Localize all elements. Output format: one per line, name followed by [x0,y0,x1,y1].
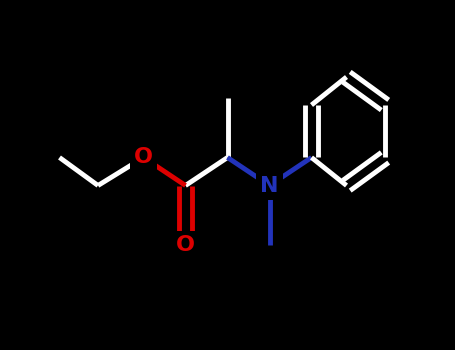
Text: O: O [176,235,195,255]
Text: N: N [260,175,279,196]
Text: O: O [134,147,153,168]
